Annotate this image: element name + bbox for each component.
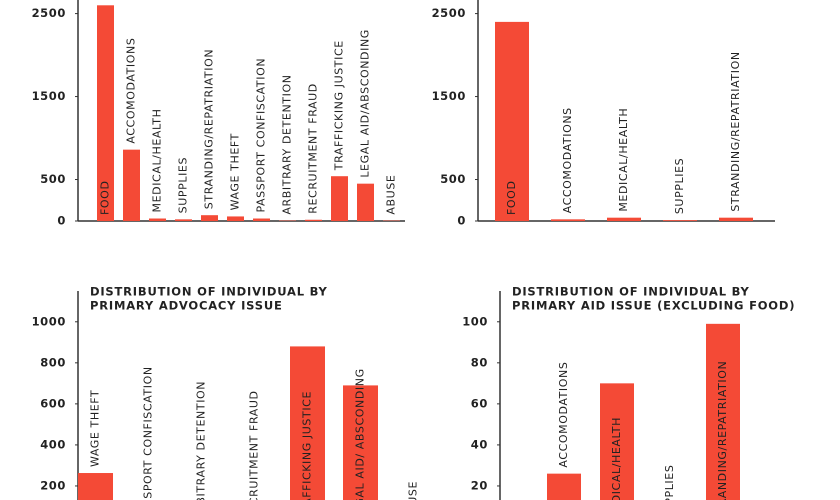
bar (495, 21, 529, 222)
category-label: RECRUITMENT FRAUD (248, 390, 261, 500)
category-label: ACCOMODATIONS (557, 362, 570, 468)
bar (149, 218, 166, 221)
category-label: SUPPLIES (177, 157, 190, 213)
bar (706, 323, 740, 500)
y-tick-label: 400 (40, 437, 66, 451)
bar (607, 217, 641, 221)
bar (331, 176, 348, 221)
category-label: STRANDING/REPATRIATION (203, 49, 216, 209)
category-label: STRANDING/REPATRIATION (716, 361, 729, 500)
bar (290, 346, 325, 500)
chart-title: PRIMARY ADVOCACY ISSUE (90, 299, 283, 313)
y-tick-label: 100 (462, 314, 488, 328)
y-tick-label: 800 (40, 355, 66, 369)
category-label: ACCOMODATIONS (125, 38, 138, 144)
chart-title: DISTRIBUTION OF INDIVIDUAL BY (90, 285, 328, 299)
bar (305, 219, 322, 221)
bar (175, 219, 192, 221)
category-label: PASSPORT CONFISCATION (142, 366, 155, 500)
category-label: PASSPORT CONFISCATION (255, 58, 268, 213)
category-label: FOOD (99, 180, 112, 215)
bar (201, 215, 218, 221)
category-label: ABUSE (407, 481, 420, 500)
y-tick-label: 200 (40, 478, 66, 492)
bar (551, 219, 585, 221)
bar (719, 217, 753, 221)
category-label: TRAFFICKING JUSTICE (301, 391, 314, 500)
bar (357, 183, 374, 221)
category-label: LEGAL AID/ABSCONDING (359, 29, 372, 178)
y-tick-label: 1500 (432, 89, 466, 103)
y-tick-label: 600 (40, 396, 66, 410)
category-label: ACCOMODATIONS (561, 107, 574, 213)
category-label: ARBITRARY DETENTION (195, 381, 208, 500)
y-tick-label: 0 (457, 214, 466, 228)
category-label: ABUSE (385, 175, 398, 215)
bar (123, 149, 140, 221)
y-tick-label: 0 (57, 214, 66, 228)
y-tick-label: 2500 (32, 6, 66, 20)
bar (78, 473, 113, 500)
bar (253, 218, 270, 221)
category-label: STRANDING/REPATRIATION (729, 51, 742, 211)
category-label: TRAFFICKING JUSTICE (333, 40, 346, 171)
y-tick-label: 500 (40, 172, 66, 186)
bar (600, 383, 634, 500)
bar (227, 216, 244, 221)
y-tick-label: 1000 (32, 314, 66, 328)
category-label: WAGE THEFT (89, 390, 102, 467)
y-tick-label: 500 (440, 172, 466, 186)
y-tick-label: 40 (471, 437, 488, 451)
y-tick-label: 80 (471, 355, 488, 369)
y-tick-label: 60 (471, 396, 488, 410)
category-label: FOOD (505, 180, 518, 215)
bar (663, 220, 697, 221)
chart-title: DISTRIBUTION OF INDIVIDUAL BY (512, 285, 750, 299)
category-label: RECRUITMENT FRAUD (307, 83, 320, 214)
category-label: MEDICAL/HEALTH (617, 108, 630, 212)
category-label: SUPPLIES (673, 158, 686, 214)
category-label: LEGAL AID/ ABSCONDING (354, 368, 367, 500)
category-label: ARBITRARY DETENTION (281, 74, 294, 214)
bar (343, 385, 378, 500)
chart-title: PRIMARY AID ISSUE (EXCLUDING FOOD) (512, 299, 795, 313)
category-label: MEDICAL/HEALTH (610, 417, 623, 500)
category-label: MEDICAL/HEALTH (151, 109, 164, 213)
y-tick-label: 20 (471, 478, 488, 492)
bar (547, 473, 581, 500)
y-tick-label: 2500 (432, 6, 466, 20)
y-tick-label: 1500 (32, 89, 66, 103)
category-label: SUPPLIES (663, 465, 676, 500)
category-label: WAGE THEFT (229, 133, 242, 210)
bar (97, 5, 114, 222)
